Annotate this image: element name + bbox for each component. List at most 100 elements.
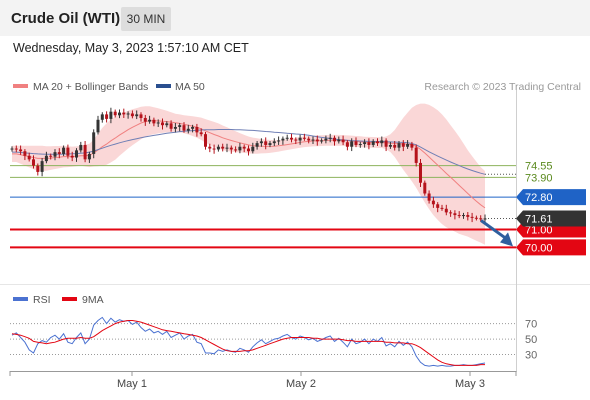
candle-body [285, 137, 289, 139]
candle-body [36, 165, 40, 172]
last-price-tag [516, 210, 586, 227]
bollinger-band-area [12, 103, 485, 245]
ma20-legend-swatch [13, 84, 28, 88]
candle-body [333, 137, 336, 142]
level-label-74-55: 74.55 [525, 161, 553, 173]
rsi-line [11, 316, 486, 367]
candle-body [191, 126, 195, 129]
candle-body [57, 152, 61, 154]
candle-body [113, 111, 117, 116]
level-tag-70-00 [516, 239, 586, 256]
candle-body [165, 123, 169, 126]
forecast-arrow-group [480, 219, 513, 247]
candle-body [178, 125, 182, 127]
candle-body [423, 182, 427, 194]
candles [10, 107, 516, 223]
candle-body [173, 126, 177, 129]
candle-body [234, 149, 238, 151]
candle-body [341, 139, 345, 143]
candle-body [315, 139, 319, 142]
interval-badge[interactable]: 30 MIN [121, 7, 171, 31]
candle-body [27, 155, 31, 160]
candle-body [10, 148, 14, 150]
forecast-arrow-head [500, 232, 513, 247]
candle-body [281, 138, 285, 141]
level-label-71-00: 71.00 [525, 224, 553, 236]
candle-body [92, 132, 96, 154]
candle-body [462, 215, 465, 217]
candle-body [466, 215, 470, 217]
candle-body [238, 146, 242, 151]
rsi-ma-line [11, 320, 485, 366]
rsi-ma-legend-swatch [62, 297, 77, 301]
rsi-legend-swatch [13, 297, 28, 301]
candle-body [161, 122, 164, 126]
candle-body [195, 126, 199, 133]
candle-body [169, 123, 173, 129]
candle-body [83, 144, 87, 160]
candle-body [363, 142, 367, 145]
level-label-73-90: 73.90 [525, 172, 553, 184]
candle-body [255, 143, 259, 147]
candle-body [371, 141, 375, 145]
candle-body [62, 147, 66, 154]
candle-body [444, 208, 448, 213]
candle-body [272, 141, 276, 144]
candle-body [406, 144, 410, 147]
x-axis: May 1 May 2 May 3 [9, 371, 517, 390]
candle-body [350, 141, 354, 147]
candle-body [70, 155, 74, 158]
candle-body [410, 144, 414, 148]
candle-body [44, 155, 48, 162]
candle-body [436, 204, 440, 208]
candle-body [259, 141, 263, 144]
candle-body [324, 138, 328, 141]
candle-body [152, 119, 156, 124]
candle-body [242, 146, 246, 149]
candle-body [208, 146, 212, 149]
ma50-line [12, 129, 486, 175]
candle-body [419, 162, 422, 183]
candle-body [397, 143, 401, 148]
candle-body [376, 141, 379, 144]
candle-body [199, 132, 203, 135]
candle-body [23, 151, 27, 156]
candle-body [393, 144, 397, 148]
instrument-title: Crude Oil (WTI) [11, 10, 121, 27]
candle-body [79, 144, 83, 151]
candle-body [32, 159, 35, 166]
candle-body [251, 146, 255, 152]
candle-body [49, 155, 53, 157]
x-tick-label: May 1 [117, 378, 147, 390]
candle-body [414, 147, 418, 163]
level-tag-72-80 [516, 189, 586, 206]
candle-body [298, 137, 302, 141]
candle-body [470, 216, 474, 218]
candle-body [358, 144, 362, 146]
forecast-arrow [480, 219, 507, 240]
candle-body [148, 119, 152, 122]
candle-body [204, 134, 207, 147]
candle-body [311, 139, 315, 141]
candle-body [302, 137, 306, 139]
candle-body [143, 117, 147, 122]
candle-body [457, 215, 461, 217]
candle-body [216, 146, 220, 150]
candle-body [440, 207, 444, 209]
candle-body [290, 137, 293, 140]
ma50-legend-swatch [156, 84, 171, 88]
candle-body [66, 147, 70, 156]
candle-body [40, 161, 44, 172]
candle-body [14, 148, 18, 150]
candle-body [427, 193, 431, 201]
ma20-legend-label: MA 20 + Bollinger Bands [33, 81, 148, 93]
candle-body [229, 147, 233, 150]
candle-body [75, 150, 78, 158]
candle-body [449, 212, 453, 214]
candle-body [268, 143, 272, 145]
candle-body [96, 119, 100, 133]
candle-body [87, 153, 91, 160]
rsi-tick-70: 70 [525, 319, 537, 331]
bollinger-band [12, 103, 485, 245]
